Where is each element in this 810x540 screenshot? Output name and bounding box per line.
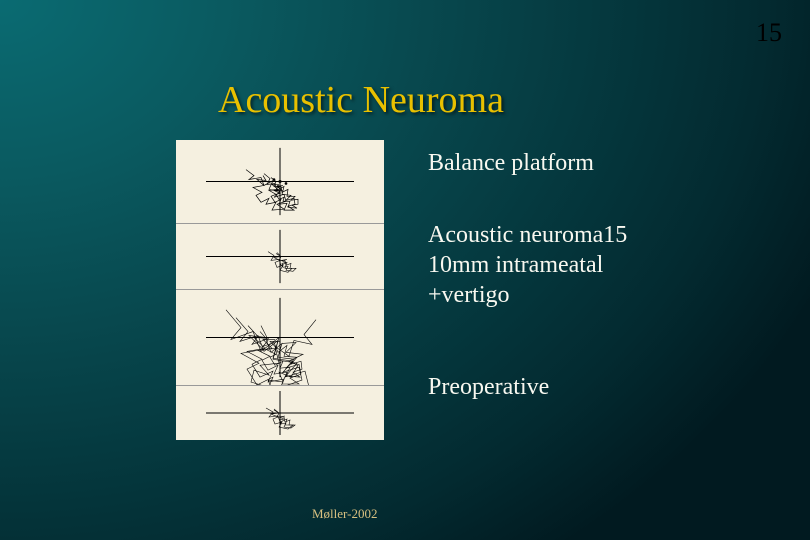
footer-citation: Møller-2002	[312, 506, 377, 522]
figure-panel-3	[176, 290, 384, 386]
figure-panel-4	[176, 386, 384, 440]
figure-panel-2	[176, 224, 384, 290]
balance-platform-figure	[176, 140, 384, 440]
slide-title: Acoustic Neuroma	[218, 78, 504, 122]
phase-label: Preoperative	[428, 372, 549, 402]
figure-panel-1	[176, 140, 384, 224]
case-line-2: 10mm intrameatal	[428, 250, 627, 280]
case-description: Acoustic neuroma15 10mm intrameatal +ver…	[428, 220, 627, 310]
case-line-1: Acoustic neuroma15	[428, 220, 627, 250]
balance-platform-heading: Balance platform	[428, 148, 594, 178]
case-line-3: +vertigo	[428, 280, 627, 310]
page-number: 15	[756, 18, 782, 48]
